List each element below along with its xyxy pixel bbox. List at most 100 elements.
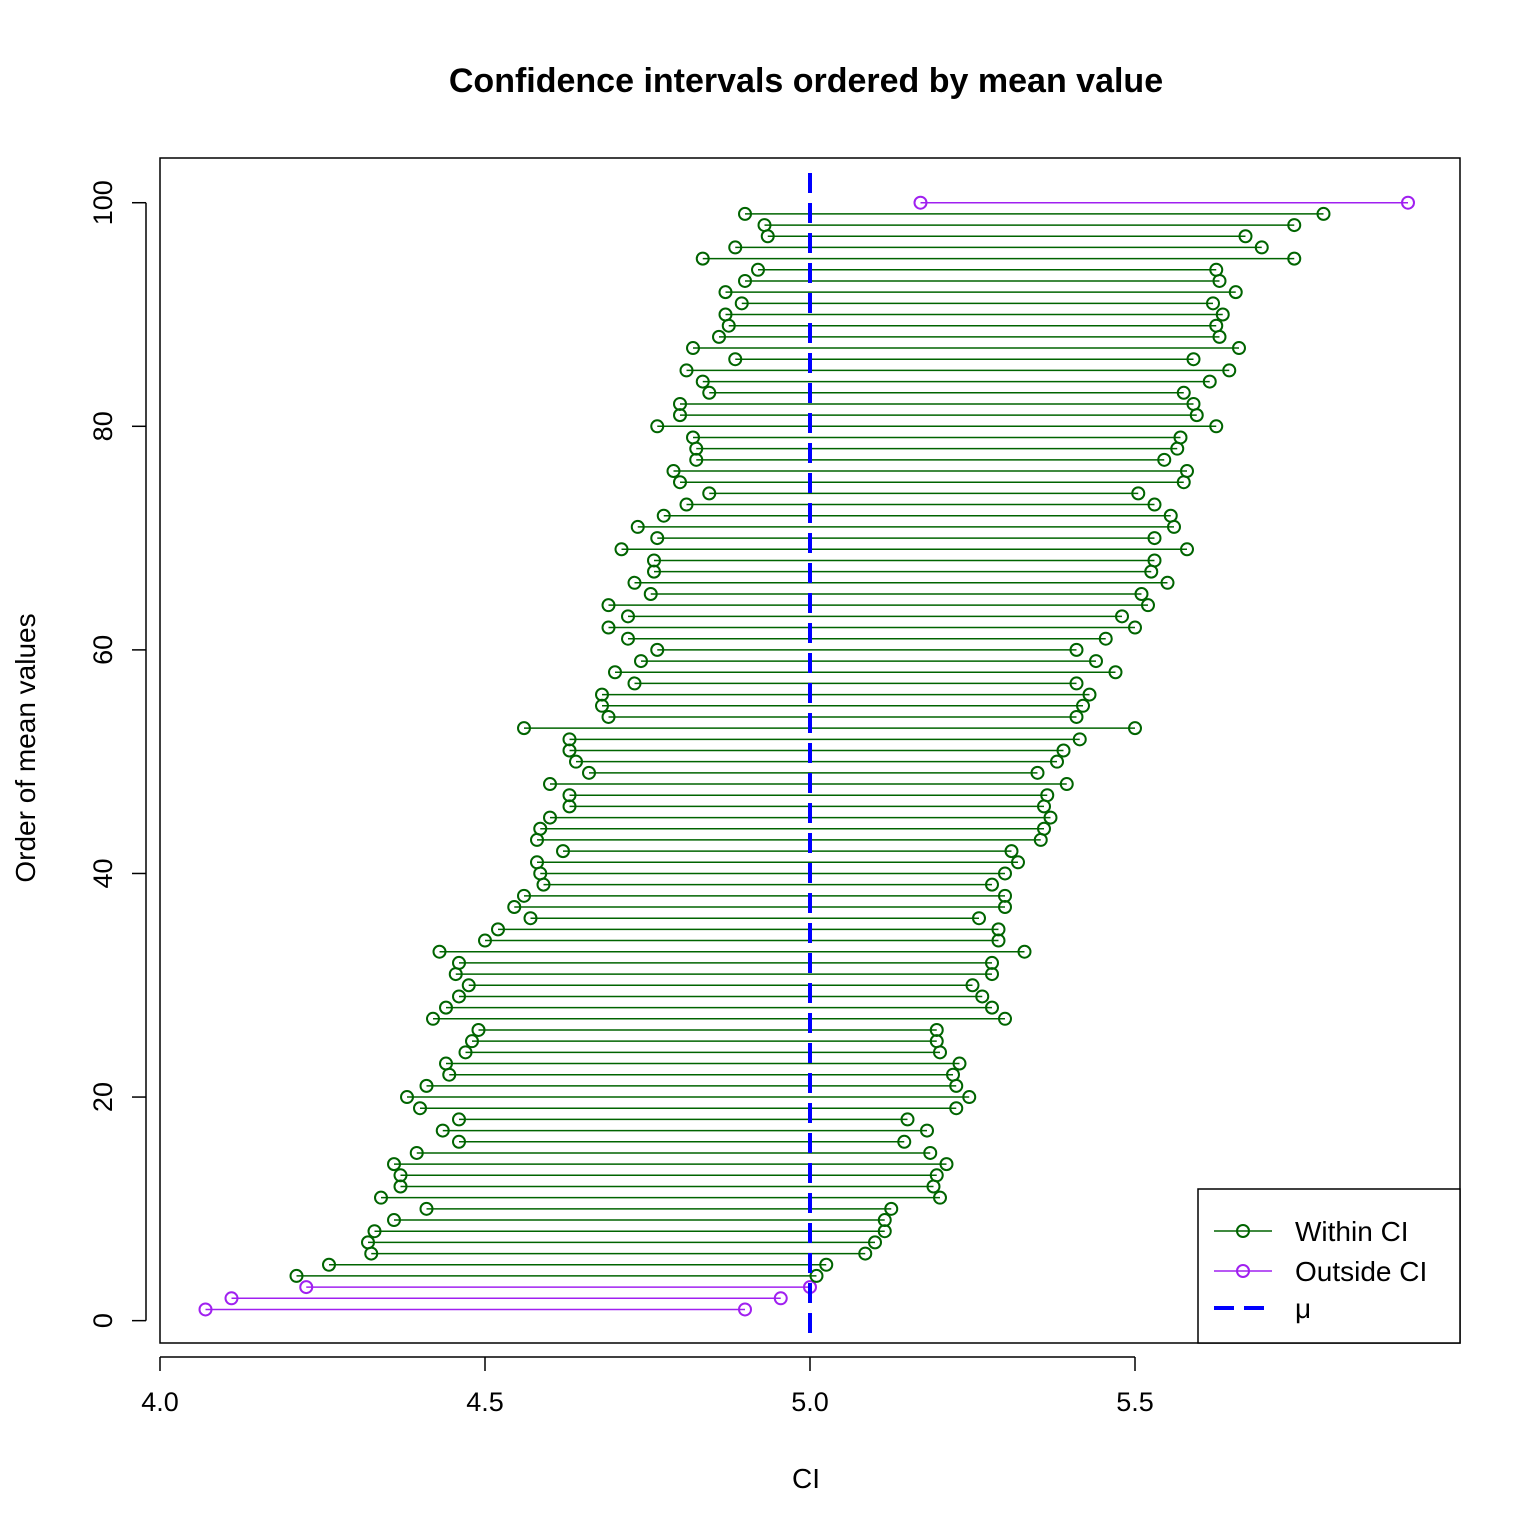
- interval-83: [702, 385, 1191, 400]
- interval-lower-marker: [728, 352, 743, 367]
- interval-5: [322, 1257, 834, 1272]
- interval-upper-marker: [1147, 497, 1162, 512]
- interval-44: [533, 821, 1051, 836]
- interval-76: [666, 464, 1194, 479]
- interval-15: [409, 1145, 938, 1160]
- interval-lower-marker: [650, 419, 665, 434]
- interval-54: [601, 709, 1084, 724]
- interval-lower-marker: [627, 575, 642, 590]
- interval-lower-marker: [630, 519, 645, 534]
- interval-lower-marker: [562, 788, 577, 803]
- interval-26: [471, 1022, 944, 1037]
- interval-upper-marker: [1215, 307, 1230, 322]
- interval-lower-marker: [465, 1034, 479, 1049]
- interval-lower-marker: [621, 609, 635, 624]
- interval-65: [643, 586, 1149, 601]
- interval-upper-marker: [809, 1268, 824, 1283]
- interval-upper-marker: [1059, 777, 1074, 792]
- interval-upper-marker: [858, 1246, 873, 1261]
- interval-upper-marker: [1160, 575, 1175, 590]
- interval-upper-marker: [1128, 620, 1142, 635]
- interval-lower-marker: [734, 296, 749, 311]
- interval-lower-marker: [702, 385, 717, 400]
- legend-within-label: Within CI: [1295, 1216, 1409, 1247]
- interval-upper-marker: [1180, 464, 1194, 479]
- interval-14: [387, 1157, 954, 1172]
- interval-lower-marker: [322, 1257, 336, 1272]
- interval-upper-marker: [1040, 788, 1055, 803]
- interval-59: [634, 654, 1103, 669]
- interval-upper-marker: [998, 1011, 1012, 1026]
- interval-upper-marker: [1232, 341, 1246, 356]
- interval-50: [569, 754, 1064, 769]
- interval-63: [621, 609, 1129, 624]
- interval-upper-marker: [1209, 318, 1224, 333]
- interval-upper-marker: [819, 1257, 834, 1272]
- interval-upper-marker: [991, 922, 1006, 937]
- interval-upper-marker: [1209, 419, 1224, 434]
- legend-outside-label: Outside CI: [1295, 1256, 1427, 1287]
- interval-55: [595, 698, 1090, 713]
- interval-lower-marker: [507, 900, 522, 915]
- interval-upper-marker: [1128, 721, 1142, 736]
- interval-45: [543, 810, 1058, 825]
- interval-lower-marker: [656, 508, 671, 523]
- interval-upper-marker: [1401, 195, 1415, 210]
- interval-upper-marker: [1157, 452, 1172, 467]
- interval-52: [562, 732, 1087, 747]
- interval-69: [614, 542, 1194, 557]
- interval-30: [461, 978, 980, 993]
- interval-upper-marker: [877, 1213, 892, 1228]
- interval-lower-marker: [679, 363, 694, 378]
- chart-title: Confidence intervals ordered by mean val…: [449, 62, 1163, 100]
- interval-upper-marker: [1228, 285, 1243, 300]
- interval-73: [679, 497, 1162, 512]
- interval-95: [695, 251, 1302, 266]
- interval-upper-marker: [1069, 642, 1084, 657]
- interval-94: [751, 262, 1224, 277]
- interval-upper-marker: [939, 1157, 954, 1172]
- interval-lower-marker: [478, 933, 492, 948]
- interval-lower-marker: [517, 721, 531, 736]
- interval-upper-marker: [1222, 363, 1237, 378]
- y-tick-label: 60: [88, 635, 118, 665]
- interval-upper-marker: [1069, 676, 1084, 691]
- interval-61: [621, 631, 1113, 646]
- interval-77: [689, 452, 1172, 467]
- interval-37: [507, 900, 1012, 915]
- interval-upper-marker: [985, 955, 999, 970]
- interval-upper-marker: [1147, 531, 1162, 546]
- interval-19: [413, 1101, 964, 1116]
- interval-lower-marker: [393, 1168, 408, 1183]
- interval-lower-marker: [751, 262, 765, 277]
- interval-lower-marker: [432, 944, 447, 959]
- y-tick-label: 80: [88, 411, 118, 441]
- interval-lower-marker: [452, 1112, 466, 1127]
- interval-upper-marker: [773, 1291, 788, 1306]
- interval-lower-marker: [718, 285, 733, 300]
- interval-upper-marker: [998, 888, 1012, 903]
- interval-lower-marker: [452, 1134, 466, 1149]
- interval-lower-marker: [533, 821, 548, 836]
- interval-upper-marker: [1176, 385, 1191, 400]
- interval-98: [757, 218, 1302, 233]
- interval-36: [523, 911, 986, 926]
- interval-68: [647, 553, 1162, 568]
- interval-lower-marker: [458, 1045, 473, 1060]
- interval-upper-marker: [738, 1302, 752, 1317]
- interval-upper-marker: [1316, 206, 1331, 221]
- interval-92: [718, 285, 1243, 300]
- interval-lower-marker: [517, 888, 531, 903]
- interval-upper-marker: [1287, 251, 1302, 266]
- interval-lower-marker: [738, 273, 752, 288]
- interval-upper-marker: [933, 1190, 947, 1205]
- interval-27: [426, 1011, 1012, 1026]
- interval-lower-marker: [439, 1000, 453, 1015]
- interval-lower-marker: [400, 1090, 414, 1105]
- interval-lower-marker: [608, 665, 622, 680]
- interval-upper-marker: [952, 1056, 967, 1071]
- interval-lower-marker: [757, 218, 772, 233]
- interval-upper-marker: [1089, 654, 1103, 669]
- interval-upper-marker: [884, 1201, 899, 1216]
- x-axis: 4.0 4.5 5.0 5.5: [141, 1356, 1154, 1417]
